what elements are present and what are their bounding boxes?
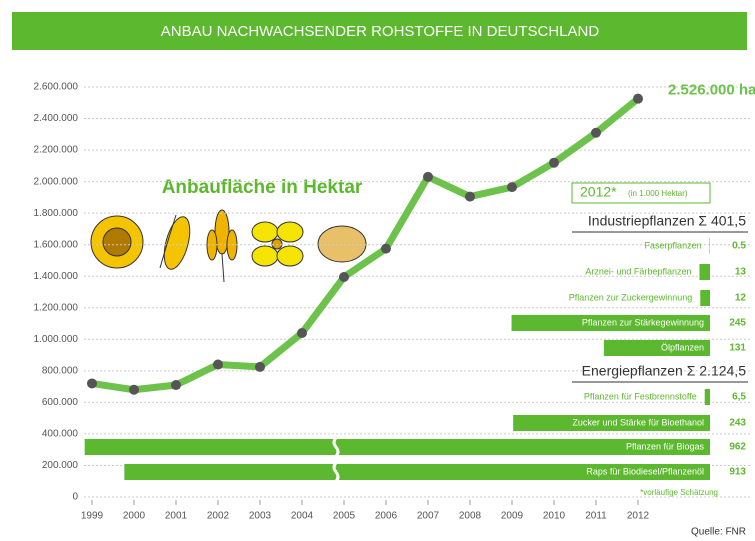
bar <box>700 290 710 306</box>
y-tick-label: 1.800.000 <box>34 208 79 219</box>
x-tick-label: 2005 <box>333 511 356 522</box>
corn-icon <box>159 214 191 270</box>
bar-value: 131 <box>729 343 746 354</box>
y-tick-label: 1.200.000 <box>34 302 79 313</box>
y-tick-label: 1.000.000 <box>34 334 79 345</box>
x-tick-label: 1999 <box>81 511 104 522</box>
bar-value: 12 <box>735 293 747 304</box>
y-tick-label: 2.200.000 <box>34 145 79 156</box>
data-point <box>255 361 265 372</box>
y-tick-label: 2.600.000 <box>34 82 79 93</box>
bar-label: Pflanzen für Festbrennstoffe <box>584 391 697 401</box>
x-tick-label: 2009 <box>501 511 524 522</box>
data-point <box>591 127 601 138</box>
bar-break <box>332 461 340 483</box>
footnote: *vorläufige Schätzung <box>640 488 718 497</box>
annotation: 2.526.000 ha <box>668 82 755 99</box>
wheat-icon <box>206 209 238 283</box>
x-tick-label: 2010 <box>543 511 566 522</box>
bar-label: Pflanzen zur Stärkegewinnung <box>582 317 704 327</box>
x-tick-label: 2000 <box>123 511 146 522</box>
bar <box>699 264 710 280</box>
data-point <box>171 380 181 391</box>
bar <box>704 389 710 405</box>
x-tick-label: 2004 <box>291 511 314 522</box>
y-tick-label: 2.000.000 <box>34 176 79 187</box>
group-title: Industriepflanzen Σ 401,5 <box>588 213 746 229</box>
bar-label: Faserpflanzen <box>645 240 702 250</box>
data-point <box>381 243 391 254</box>
header-title: ANBAU NACHWACHSENDER ROHSTOFFE IN DEUTSC… <box>161 23 600 40</box>
source: Quelle: FNR <box>691 527 746 538</box>
x-tick-label: 2008 <box>459 511 482 522</box>
bar-break <box>332 436 340 458</box>
crop-icons <box>90 209 367 283</box>
x-tick-label: 2001 <box>165 511 188 522</box>
x-tick-label: 2003 <box>249 511 272 522</box>
bar-label: Raps für Biodiesel/Pflanzenöl <box>586 466 704 476</box>
data-point <box>633 93 643 104</box>
bar-value: 0.5 <box>732 241 746 252</box>
bar-subtitle: (in 1.000 Hektar) <box>628 189 688 198</box>
y-tick-label: 1.400.000 <box>34 271 79 282</box>
data-line <box>91 95 641 394</box>
bar <box>603 340 710 356</box>
header-band <box>12 12 747 50</box>
bar-label: Pflanzen für Biogas <box>626 441 705 451</box>
data-point <box>549 157 559 168</box>
bar <box>84 439 711 455</box>
bar-value: 6,5 <box>732 392 746 403</box>
bar-value: 962 <box>729 442 746 453</box>
y-tick-label: 1.600.000 <box>34 239 79 250</box>
bar-label: Zucker und Stärke für Bioethanol <box>572 417 704 427</box>
y-tick-label: 200.000 <box>42 460 79 471</box>
x-tick-label: 2006 <box>375 511 398 522</box>
data-point <box>507 182 517 193</box>
x-tick-label: 2002 <box>207 511 230 522</box>
bar <box>511 315 710 331</box>
year-box <box>571 182 711 204</box>
data-point <box>465 191 475 202</box>
bar-label: Pflanzen zur Zuckergewinnung <box>569 292 693 302</box>
bar-value: 245 <box>729 318 746 329</box>
x-tick-label: 2011 <box>585 511 607 522</box>
bar-title: 2012* <box>580 184 617 200</box>
y-tick-label: 0 <box>72 492 78 503</box>
data-point <box>297 328 307 338</box>
data-point <box>213 359 223 370</box>
data-point <box>423 171 433 182</box>
bar-label: Ölpflanzen <box>661 342 704 352</box>
y-tick-label: 2.400.000 <box>34 113 79 124</box>
flower-icon <box>251 221 304 267</box>
bar-value: 13 <box>735 267 747 278</box>
potato-icon <box>317 225 367 263</box>
sunflower-icon <box>90 215 144 269</box>
group-title: Energiepflanzen Σ 2.124,5 <box>582 363 747 379</box>
bar <box>124 464 711 480</box>
bar <box>513 415 710 431</box>
bar-label: Arznei- und Färbepflanzen <box>585 266 691 276</box>
chart-subtitle: Anbaufläche in Hektar <box>162 177 363 198</box>
y-tick-label: 800.000 <box>42 365 79 376</box>
totals-box: 2012* (in 1.000 Hektar) <box>571 182 711 204</box>
bar-value: 913 <box>729 467 746 478</box>
data-point <box>339 272 349 283</box>
y-tick-label: 400.000 <box>42 429 79 440</box>
data-point <box>129 384 139 395</box>
y-tick-label: 600.000 <box>42 397 79 408</box>
x-tick-label: 2007 <box>417 511 440 522</box>
data-point <box>87 378 97 389</box>
bar-value: 243 <box>729 418 746 429</box>
x-tick-label: 2012 <box>627 511 650 522</box>
